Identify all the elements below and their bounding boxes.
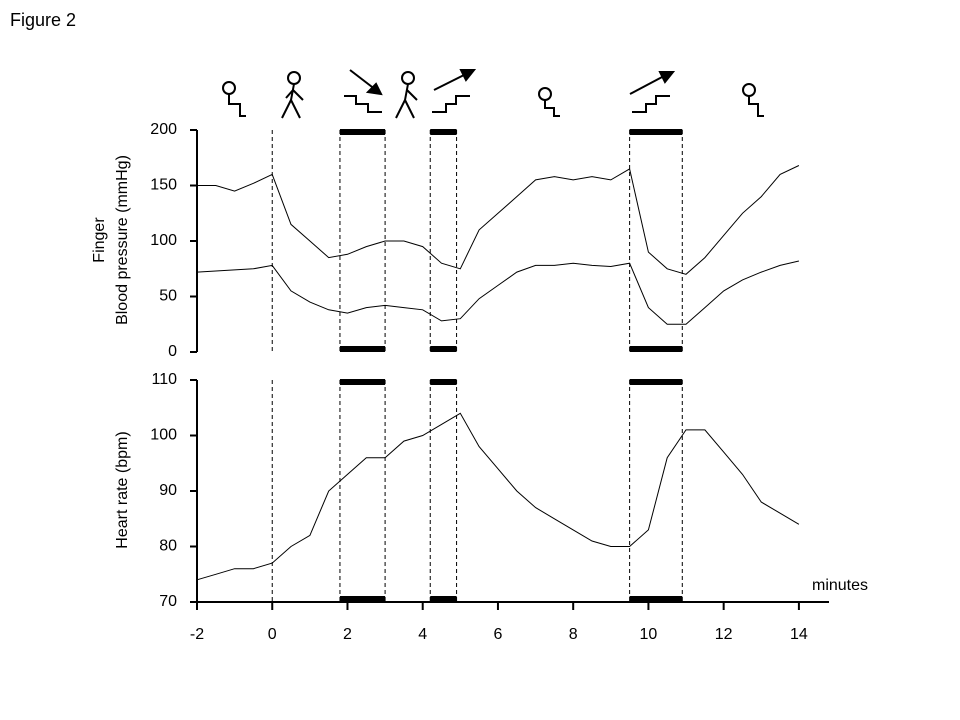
- y-tick-label: 80: [159, 538, 177, 555]
- y-tick-label: 0: [168, 343, 177, 360]
- y-tick-label: 50: [159, 288, 177, 305]
- interval-bar: [339, 596, 386, 602]
- x-tick-label: 8: [569, 626, 578, 643]
- x-tick-label: 2: [343, 626, 352, 643]
- interval-bar: [339, 129, 386, 135]
- x-tick-label: 4: [418, 626, 427, 643]
- interval-bar: [430, 596, 457, 602]
- interval-bar: [629, 596, 683, 602]
- interval-bar: [430, 129, 457, 135]
- data-line: [196, 412, 800, 581]
- y-tick-label: 100: [150, 232, 177, 249]
- x-tick-label: 12: [715, 626, 733, 643]
- x-tick-label: 10: [640, 626, 658, 643]
- interval-bar: [629, 346, 683, 352]
- interval-bar: [629, 129, 683, 135]
- interval-bar: [339, 379, 386, 385]
- y-axis-label: Finger: [91, 217, 108, 263]
- x-tick-label: 0: [268, 626, 277, 643]
- interval-bar: [339, 346, 386, 352]
- interval-bar: [430, 379, 457, 385]
- y-tick-label: 70: [159, 593, 177, 610]
- x-axis-label: minutes: [812, 577, 868, 594]
- interval-bar: [629, 379, 683, 385]
- y-axis-label: Blood pressure (mmHg): [114, 155, 131, 325]
- interval-bar: [430, 346, 457, 352]
- x-tick-label: 14: [790, 626, 808, 643]
- protocol-icons: [222, 69, 764, 119]
- y-tick-label: 200: [150, 121, 177, 138]
- y-tick-label: 150: [150, 177, 177, 194]
- x-tick-label: -2: [190, 626, 204, 643]
- y-tick-label: 110: [151, 371, 177, 388]
- y-tick-label: 100: [150, 427, 177, 444]
- data-line: [196, 260, 800, 325]
- figure-title: Figure 2: [10, 10, 76, 30]
- x-tick-label: 6: [493, 626, 502, 643]
- y-tick-label: 90: [159, 482, 177, 499]
- y-axis-label: Heart rate (bpm): [114, 431, 131, 548]
- data-line: [197, 165, 800, 275]
